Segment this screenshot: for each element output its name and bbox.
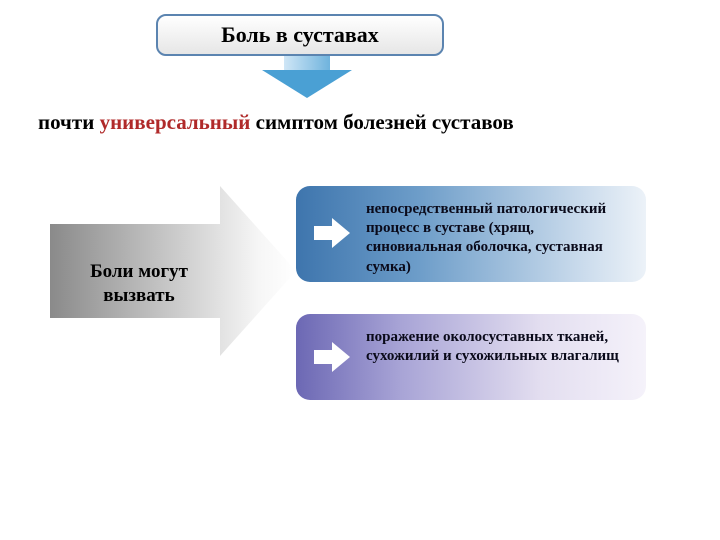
arrow-icon bbox=[314, 342, 354, 372]
subtitle-pre: почти bbox=[38, 110, 100, 134]
subtitle-post: симптом болезней суставов bbox=[250, 110, 513, 134]
subtitle: почти универсальный симптом болезней сус… bbox=[38, 110, 678, 135]
big-arrow-label: Боли могут вызвать bbox=[64, 260, 214, 308]
arrow-icon bbox=[314, 218, 354, 248]
cause-item-2-text: поражение околосуставных тканей, сухожил… bbox=[366, 329, 619, 364]
cause-item-1-text: непосредственный патологический процесс … bbox=[366, 201, 606, 275]
down-arrow-head bbox=[262, 70, 352, 98]
subtitle-accent: универсальный bbox=[100, 110, 251, 134]
big-arrow: Боли могут вызвать bbox=[50, 186, 296, 356]
title-text: Боль в суставах bbox=[221, 22, 379, 48]
cause-item-2: поражение околосуставных тканей, сухожил… bbox=[296, 314, 646, 400]
cause-item-1: непосредственный патологический процесс … bbox=[296, 186, 646, 282]
title-box: Боль в суставах bbox=[156, 14, 444, 56]
down-arrow bbox=[262, 56, 352, 100]
